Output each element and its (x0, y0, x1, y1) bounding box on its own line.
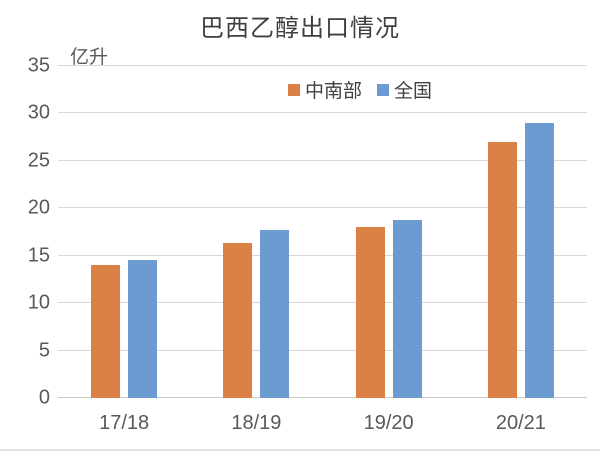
bar-group-17/18 (58, 66, 190, 398)
bar-全国-19/20 (392, 219, 422, 398)
bar-group-20/21 (455, 66, 587, 398)
x-tick-label-20/21: 20/21 (495, 412, 546, 434)
y-tick-label-5: 5 (38, 339, 50, 362)
y-tick-label-25: 25 (27, 149, 50, 172)
x-tick-label-18/19: 18/19 (231, 412, 282, 434)
legend-swatch-icon (288, 83, 300, 96)
gridline-20 (58, 207, 587, 209)
gridline-35 (58, 65, 587, 66)
legend-swatch-icon (377, 83, 390, 96)
y-axis: 0 5 10 15 20 25 30 35 (0, 55, 50, 409)
y-axis-unit-label: 亿升 (70, 47, 109, 68)
gridline-0 (58, 397, 587, 398)
x-tick-label-19/20: 19/20 (363, 412, 414, 434)
y-tick-label-30: 30 (27, 101, 50, 124)
bar-全国-18/19 (260, 230, 290, 398)
legend-label: 全国 (394, 81, 433, 102)
x-axis: 17/18 18/19 19/20 20/21 (58, 412, 587, 435)
bar-全国-17/18 (128, 260, 158, 398)
y-tick-label-15: 15 (27, 244, 50, 267)
legend-label: 中南部 (305, 81, 363, 102)
bar-groups (58, 66, 587, 398)
bar-中南部-17/18 (91, 265, 121, 398)
gridline-15 (58, 254, 587, 256)
chart-title: 巴西乙醇出口情况 (200, 15, 400, 42)
bottom-edge-line (0, 449, 600, 451)
bar-中南部-18/19 (223, 243, 253, 398)
gridline-30 (58, 112, 587, 114)
plot-area (58, 65, 587, 398)
y-tick-label-20: 20 (27, 196, 50, 219)
legend: 中南部 全国 (288, 76, 432, 103)
legend-item-全国: 全国 (377, 76, 432, 103)
y-tick-label-0: 0 (38, 386, 50, 409)
y-tick-label-10: 10 (27, 291, 50, 314)
gridline-10 (58, 302, 587, 304)
bar-全国-20/21 (524, 122, 554, 398)
gridline-5 (58, 349, 587, 351)
bar-group-19/20 (323, 66, 455, 398)
legend-item-中南部: 中南部 (288, 76, 362, 103)
bar-group-18/19 (190, 66, 322, 398)
bar-中南部-20/21 (487, 141, 517, 398)
y-tick-label-35: 35 (27, 54, 50, 77)
bar-中南部-19/20 (355, 227, 385, 398)
gridline-25 (58, 159, 587, 161)
x-tick-label-17/18: 17/18 (99, 412, 150, 434)
